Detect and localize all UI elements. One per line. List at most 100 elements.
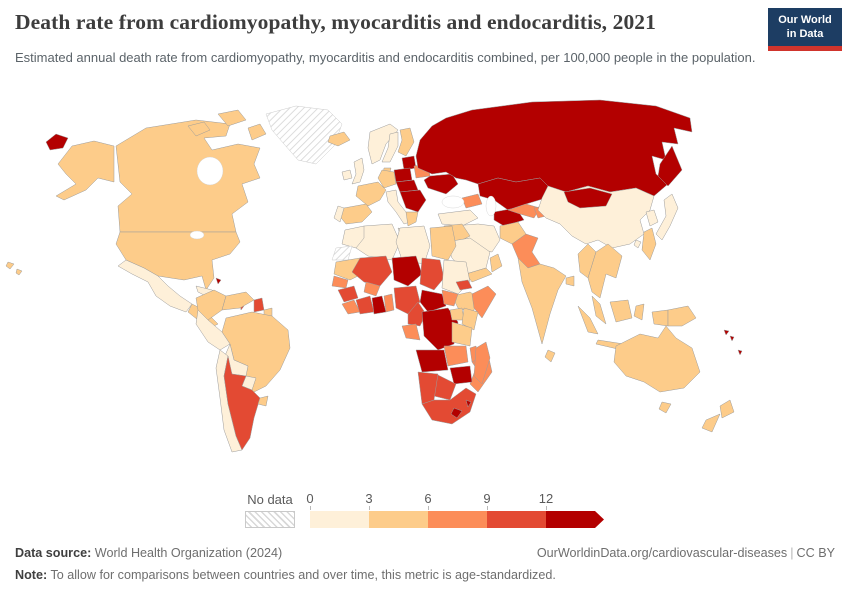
legend-band-12+[interactable] (546, 511, 604, 528)
legend-tick-label-12: 12 (538, 491, 554, 506)
region-eritrea[interactable] (455, 279, 473, 291)
region-burkina-faso[interactable] (363, 281, 381, 297)
region-philippines[interactable] (641, 227, 657, 261)
region-togo-benin[interactable] (383, 293, 395, 313)
legend-band-3-6[interactable] (369, 511, 428, 528)
region-india[interactable] (517, 257, 567, 345)
region-chukotka[interactable] (45, 133, 69, 151)
region-caucasus[interactable] (461, 193, 483, 209)
region-ukraine[interactable] (423, 173, 459, 195)
region-south-korea[interactable] (645, 209, 659, 227)
region-hawaii[interactable] (5, 261, 23, 276)
region-germany[interactable] (377, 169, 397, 189)
region-peru[interactable] (195, 309, 231, 351)
region-guyana[interactable] (253, 297, 265, 313)
region-zimbabwe[interactable] (449, 365, 473, 385)
region-argentina[interactable] (223, 355, 261, 451)
region-france[interactable] (355, 181, 387, 207)
region-thailand-laos-vietnam[interactable] (587, 243, 623, 299)
region-madagascar[interactable] (473, 341, 491, 385)
legend-band-0-3[interactable] (310, 511, 369, 528)
legend-no-data-swatch[interactable] (245, 511, 295, 528)
region-canadian-arctic-1[interactable] (187, 121, 211, 137)
region-great-britain[interactable] (351, 157, 365, 185)
lake-caspian-sea (485, 195, 497, 217)
region-portugal[interactable] (333, 205, 345, 223)
region-borneo[interactable] (609, 299, 633, 323)
region-west-papua[interactable] (651, 309, 669, 327)
region-egypt[interactable] (429, 225, 457, 261)
region-mexico[interactable] (117, 259, 193, 313)
region-western-sahara[interactable] (331, 245, 353, 261)
region-usa[interactable] (115, 231, 241, 291)
region-solomon-1[interactable] (723, 329, 730, 336)
region-japan[interactable] (655, 193, 679, 241)
page-title: Death rate from cardiomyopathy, myocardi… (15, 10, 657, 34)
region-sri-lanka[interactable] (544, 349, 556, 363)
region-guinea[interactable] (337, 285, 359, 303)
region-sumatra[interactable] (577, 305, 599, 335)
region-canadian-arctic-2[interactable] (217, 109, 247, 127)
region-south-africa[interactable] (421, 387, 477, 425)
region-sulawesi[interactable] (633, 303, 645, 321)
region-gabon-congo[interactable] (401, 323, 421, 341)
region-taiwan[interactable] (633, 239, 642, 249)
region-eswatini[interactable] (465, 399, 472, 408)
region-uganda[interactable] (449, 307, 465, 321)
chart-subtitle: Estimated annual death rate from cardiom… (15, 50, 756, 65)
region-canada[interactable] (115, 119, 261, 233)
region-alaska[interactable] (55, 140, 115, 201)
region-canadian-arctic-3[interactable] (247, 123, 267, 141)
region-central-african-republic[interactable] (419, 289, 447, 313)
region-turkey[interactable] (437, 209, 479, 227)
region-oman[interactable] (489, 253, 503, 273)
region-bahamas[interactable] (215, 277, 222, 285)
region-dr-congo[interactable] (421, 307, 459, 351)
region-iceland[interactable] (327, 131, 351, 147)
region-nz-south[interactable] (701, 413, 721, 433)
region-ghana[interactable] (371, 295, 387, 315)
legend-band-6-9[interactable] (428, 511, 487, 528)
region-uruguay[interactable] (257, 395, 269, 407)
region-kamchatka[interactable] (657, 145, 683, 187)
region-balkans[interactable] (399, 189, 427, 213)
region-australia[interactable] (613, 325, 701, 393)
legend-color-scale: 0 3 6 9 12 (306, 491, 606, 528)
legend-tick-mark-0 (310, 506, 311, 510)
owid-logo[interactable]: Our World in Data (768, 8, 842, 51)
footer-link[interactable]: OurWorldinData.org/cardiovascular-diseas… (536, 546, 788, 560)
region-malay-peninsula[interactable] (591, 295, 607, 325)
legend-band-9-12[interactable] (487, 511, 546, 528)
region-china[interactable] (537, 185, 655, 249)
region-russia[interactable] (415, 99, 693, 197)
region-mongolia[interactable] (563, 187, 613, 209)
region-spain[interactable] (337, 203, 373, 225)
region-venezuela[interactable] (221, 291, 255, 311)
region-kenya[interactable] (461, 307, 479, 331)
region-tasmania[interactable] (658, 401, 672, 414)
region-tanzania[interactable] (451, 321, 473, 347)
region-zambia[interactable] (443, 345, 469, 367)
region-niger[interactable] (391, 255, 423, 287)
region-namibia[interactable] (417, 371, 439, 405)
region-somalia[interactable] (471, 285, 497, 319)
region-finland[interactable] (397, 127, 415, 157)
region-central-europe[interactable] (395, 179, 419, 193)
region-papua-new-guinea[interactable] (667, 305, 697, 327)
region-sweden[interactable] (381, 131, 399, 163)
region-greece[interactable] (405, 211, 419, 227)
legend-tick-mark-3 (369, 506, 370, 510)
region-greenland[interactable] (265, 105, 343, 165)
footer-license[interactable]: CC BY (796, 546, 836, 560)
region-yemen[interactable] (465, 267, 493, 283)
region-chad[interactable] (419, 257, 445, 291)
region-vanuatu-fiji[interactable] (737, 349, 743, 356)
region-lesotho[interactable] (450, 407, 463, 419)
region-poland[interactable] (393, 167, 413, 183)
region-south-sudan[interactable] (441, 289, 459, 307)
region-solomon-2[interactable] (729, 335, 735, 342)
region-ireland[interactable] (341, 169, 353, 181)
region-bangladesh[interactable] (565, 275, 575, 287)
region-nz-north[interactable] (719, 399, 735, 419)
region-angola[interactable] (415, 349, 449, 373)
